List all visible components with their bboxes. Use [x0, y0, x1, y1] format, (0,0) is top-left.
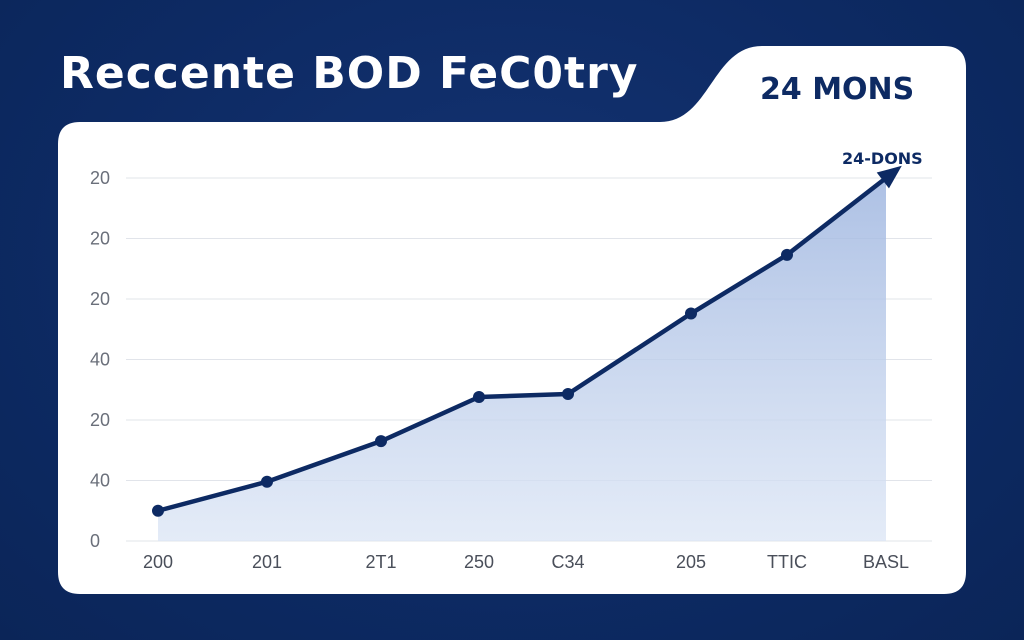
- y-tick-label: 20: [90, 168, 110, 188]
- x-axis-ticks: 200 201 2T1 250 C34 205 TTIC BASL: [143, 552, 909, 572]
- x-tick-label: 201: [252, 552, 282, 572]
- x-tick-label: BASL: [863, 552, 909, 572]
- x-tick-label: 205: [676, 552, 706, 572]
- y-tick-label: 0: [90, 531, 100, 551]
- data-points: [152, 248, 793, 517]
- y-tick-label: 20: [90, 229, 110, 249]
- data-point: [152, 504, 164, 517]
- period-badge: 24 MONS: [760, 72, 915, 107]
- x-tick-label: 200: [143, 552, 173, 572]
- x-tick-label: C34: [551, 552, 584, 572]
- data-point: [781, 248, 793, 261]
- data-point: [375, 435, 387, 448]
- area-layer: [158, 178, 886, 541]
- x-tick-label: 2T1: [365, 552, 396, 572]
- data-point: [473, 391, 485, 404]
- series-area: [158, 178, 886, 541]
- data-point: [562, 387, 574, 400]
- y-tick-label: 40: [90, 350, 110, 370]
- data-point: [261, 475, 273, 488]
- x-tick-label: TTIC: [767, 552, 807, 572]
- data-point: [685, 307, 697, 320]
- chart-title: Reccente BOD FeC0try: [60, 48, 639, 99]
- y-tick-label: 40: [90, 471, 110, 491]
- arrow-head: [876, 165, 902, 189]
- y-tick-label: 20: [90, 289, 110, 309]
- end-label: 24-DONS: [842, 149, 923, 168]
- y-axis-ticks: 0 40 20 40 20 20 20: [90, 168, 110, 551]
- x-tick-label: 250: [464, 552, 494, 572]
- y-tick-label: 20: [90, 410, 110, 430]
